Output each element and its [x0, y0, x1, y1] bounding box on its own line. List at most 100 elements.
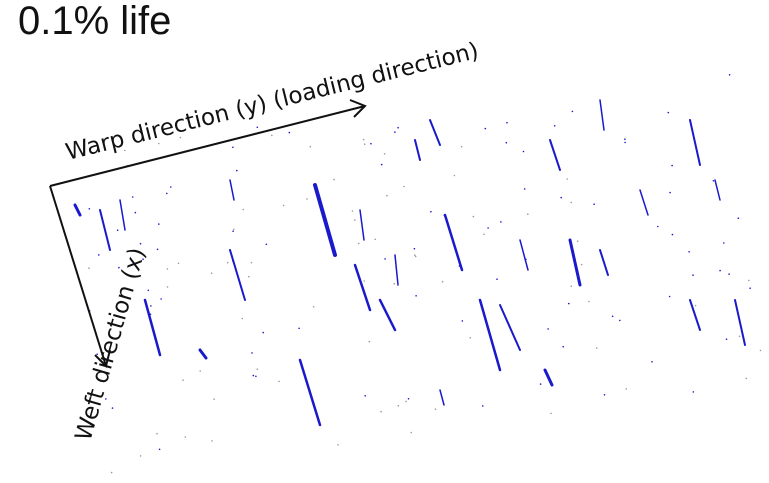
damage-dot [604, 394, 606, 396]
damage-dot [306, 198, 308, 200]
damage-streak [500, 305, 520, 350]
damage-dot [738, 217, 740, 219]
damage-streak [600, 250, 608, 275]
damage-dot [462, 320, 464, 322]
damage-dot [619, 320, 621, 322]
damage-dot [374, 239, 376, 241]
damage-dot [352, 210, 354, 212]
damage-streak [690, 120, 700, 165]
damage-dot [232, 230, 234, 232]
damage-dot [117, 229, 119, 231]
damage-dot [596, 347, 598, 349]
damage-dot [506, 122, 508, 124]
damage-dot [405, 401, 407, 403]
damage-dot [381, 164, 383, 166]
damage-dot [719, 270, 721, 272]
damage-dot [403, 186, 405, 188]
damage-dot [251, 262, 253, 264]
damage-dot [671, 165, 673, 167]
damage-dot [745, 378, 747, 380]
figure: 0.1% life Warp direction (y) (loading di… [0, 0, 769, 483]
weft-label: Weft direction (x) [71, 245, 151, 444]
damage-dot [167, 286, 169, 288]
damage-dot [167, 268, 169, 270]
damage-dot [527, 213, 529, 215]
damage-streak [570, 240, 580, 285]
damage-dot [482, 405, 484, 407]
damage-dot [669, 192, 671, 194]
damage-dot [283, 205, 285, 207]
damage-streak [100, 210, 110, 250]
damage-dot [289, 132, 291, 134]
damage-dot [364, 395, 366, 397]
damage-dot [414, 254, 416, 256]
damage-dot [562, 346, 564, 348]
damage-dot [262, 332, 264, 334]
damage-dot [547, 328, 549, 330]
damage-streak [230, 180, 234, 200]
damage-dot [728, 273, 730, 275]
damage-dot [525, 259, 527, 261]
damage-dot [570, 202, 572, 204]
damage-dot [211, 440, 213, 442]
damage-dot [132, 196, 134, 198]
damage-dot [624, 138, 626, 140]
damage-dot [182, 379, 184, 381]
damage-dot [255, 376, 257, 378]
damage-dot [232, 260, 234, 262]
damage-dot [253, 375, 255, 377]
damage-dot [729, 74, 731, 76]
damage-dot [593, 203, 595, 205]
damage-dot [111, 472, 113, 474]
damage-dot [370, 143, 372, 145]
damage-dot [668, 112, 670, 114]
damage-dot [278, 381, 280, 383]
damage-streak [145, 300, 160, 355]
damage-dot [550, 413, 552, 415]
damage-dot [185, 436, 187, 438]
damage-dot [581, 264, 583, 266]
damage-streak [735, 300, 745, 345]
damage-dot [199, 370, 201, 372]
damage-dot [243, 209, 245, 211]
damage-dot [160, 298, 162, 300]
damage-dot [577, 240, 579, 242]
damage-dot [135, 212, 137, 214]
damage-streak [355, 265, 370, 310]
damage-dot [159, 449, 161, 451]
damage-dot [384, 153, 386, 155]
damage-streak [230, 250, 245, 300]
damage-dot [310, 146, 312, 148]
damage-dot [369, 341, 371, 343]
damage-dot [693, 391, 695, 393]
damage-dot [749, 287, 751, 289]
page: {"title": "0.1% life", "labels": {"warp"… [0, 0, 769, 483]
damage-streak [545, 370, 552, 385]
damage-streak [380, 300, 395, 330]
damage-streak [300, 360, 320, 425]
damage-dot [444, 215, 446, 217]
damage-dot [408, 398, 410, 400]
damage-dot [695, 305, 697, 307]
damage-dot [266, 244, 268, 246]
damage-dot [713, 180, 715, 182]
damage-dot [157, 249, 159, 251]
damage-dot [213, 398, 215, 400]
damage-dot [384, 258, 386, 260]
damage-dot [251, 352, 253, 354]
damage-dot [726, 338, 728, 340]
damage-dot [380, 411, 382, 413]
damage-dot [394, 131, 396, 133]
damage-dot [148, 290, 150, 292]
damage-dot [672, 234, 674, 236]
damage-dot [523, 151, 525, 153]
damage-dot [435, 408, 437, 410]
damage-dot [442, 281, 444, 283]
damage-dot [415, 295, 417, 297]
damage-dot [459, 265, 461, 267]
damage-dot [496, 278, 498, 280]
damage-dot [461, 146, 463, 148]
title: 0.1% life [18, 0, 171, 43]
damage-dot [651, 361, 653, 363]
damage-dot [236, 170, 238, 172]
